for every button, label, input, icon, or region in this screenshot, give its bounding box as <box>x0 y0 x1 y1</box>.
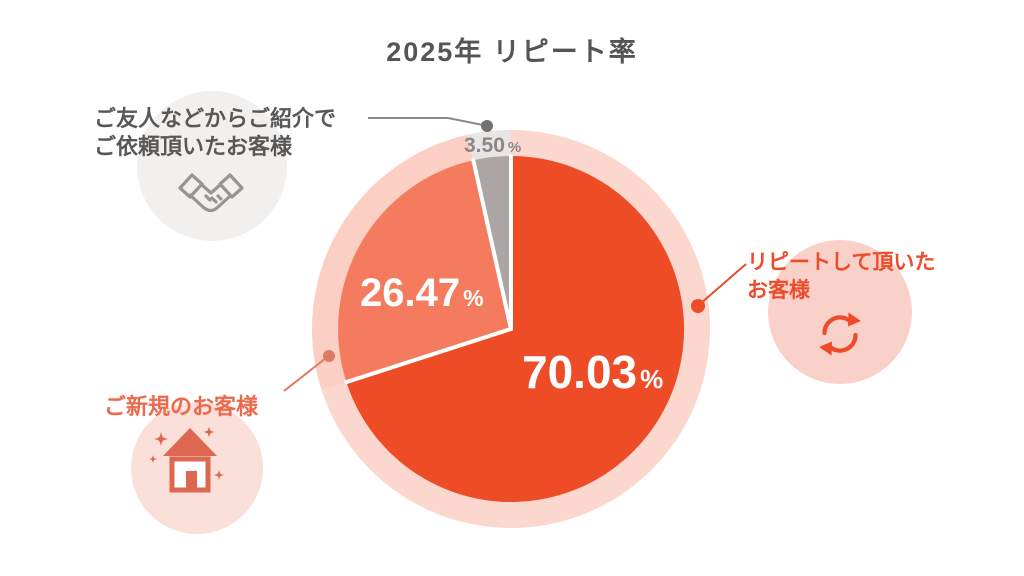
handshake-icon <box>178 173 244 213</box>
label-new-line1: ご新規のお客様 <box>104 394 259 419</box>
chart-title: 2025年 リピート率 <box>386 37 638 67</box>
referral-icon-circle <box>137 91 287 241</box>
label-repeat-line1: リピートして頂いた <box>747 251 936 274</box>
repeat-icon-circle <box>768 240 912 384</box>
slice-new <box>338 160 511 383</box>
percent-new-unit: % <box>463 285 484 311</box>
handshake-strokes <box>178 173 244 213</box>
percent-repeat: 70.03 % <box>522 349 663 395</box>
percent-repeat-unit: % <box>640 364 664 394</box>
percent-referral: 3.50 % <box>464 135 521 156</box>
label-referral-line1: ご友人などからご紹介で <box>94 106 337 131</box>
label-repeat: リピートして頂いた お客様 <box>747 249 935 305</box>
leader-dot-referral <box>481 120 493 132</box>
label-referral: ご友人などからご紹介で ご依頼頂いたお客様 <box>94 105 336 160</box>
label-new: ご新規のお客様 <box>104 389 258 421</box>
refresh-icon <box>819 312 861 356</box>
percent-repeat-value: 70.03 <box>522 346 638 398</box>
leader-line-new <box>283 357 327 392</box>
leader-dot-new <box>323 350 335 362</box>
label-repeat-line2: お客様 <box>747 278 810 302</box>
percent-referral-value: 3.50 <box>464 134 505 157</box>
leader-line-referral <box>368 117 484 126</box>
house-icon <box>149 426 224 493</box>
label-referral-line2: ご依頼頂いたお客様 <box>94 133 293 159</box>
slice-separators <box>344 154 513 385</box>
leader-dot-repeat <box>691 299 705 313</box>
refresh-arrowheads <box>819 312 861 356</box>
house-door <box>186 471 197 490</box>
percent-new: 26.47 % <box>360 273 484 313</box>
leader-line-repeat <box>699 263 747 305</box>
percent-referral-unit: % <box>507 139 522 156</box>
percent-new-value: 26.47 <box>360 271 461 315</box>
slice-repeat <box>346 155 685 502</box>
